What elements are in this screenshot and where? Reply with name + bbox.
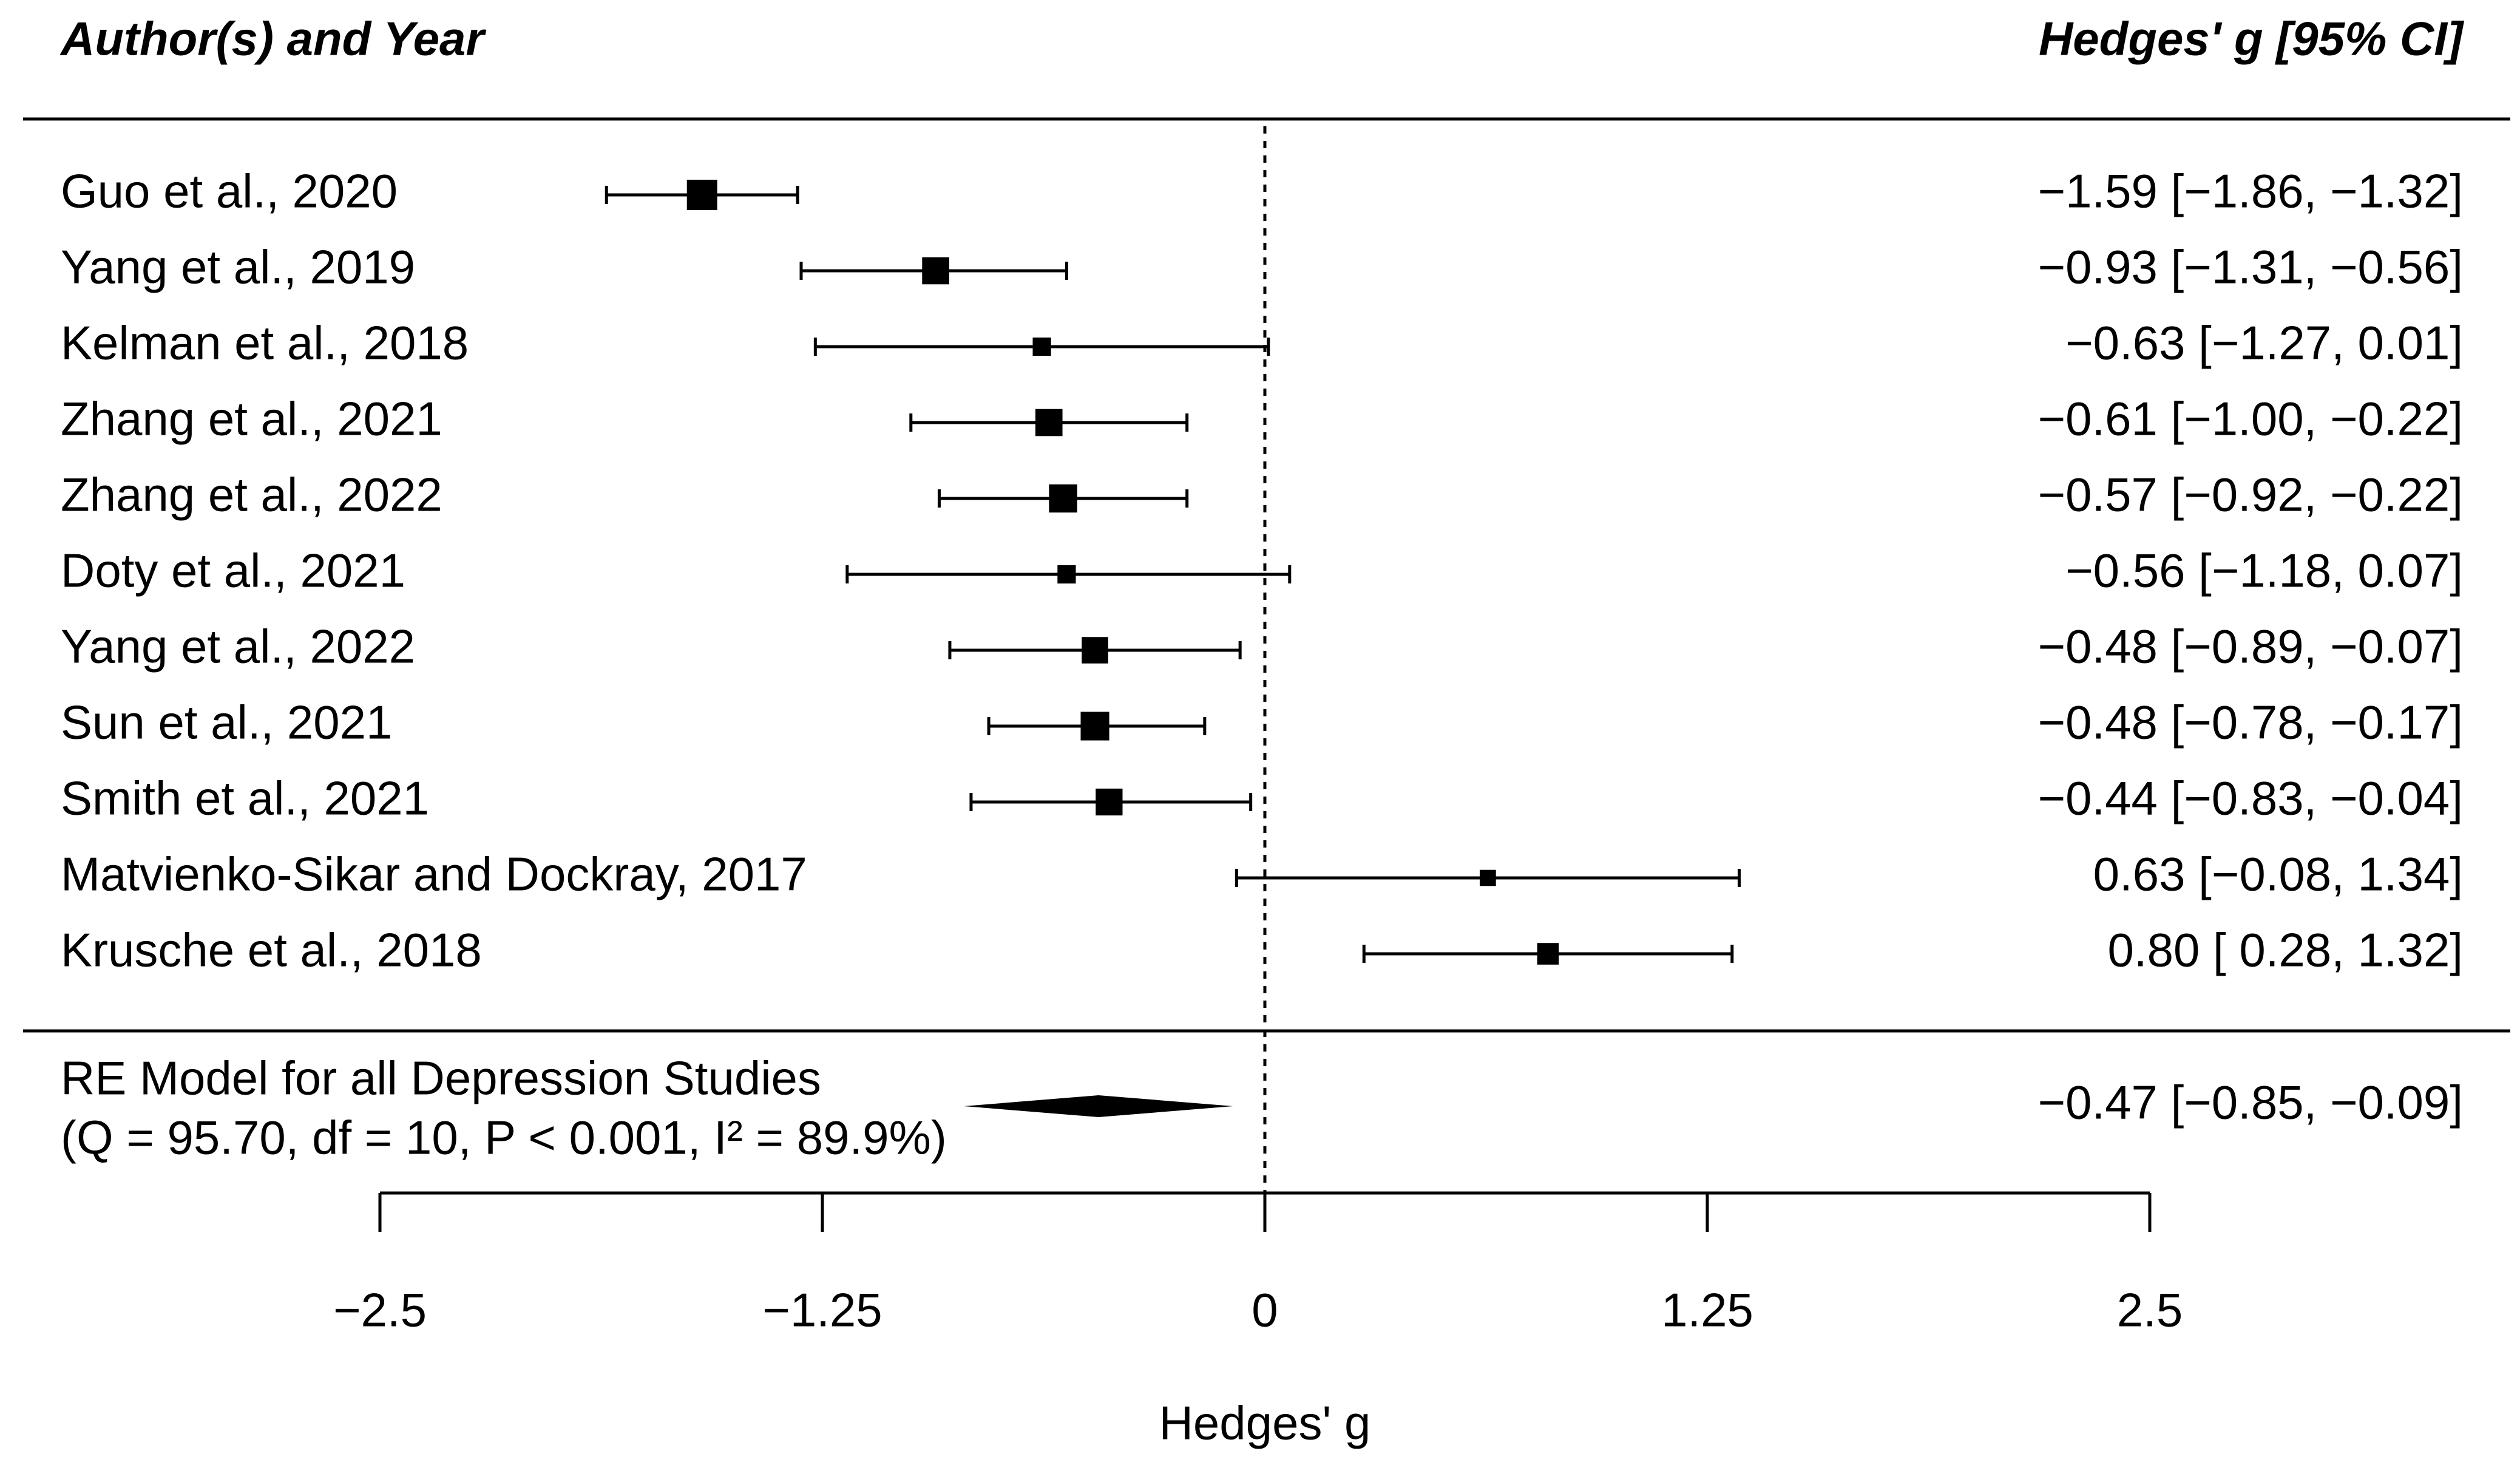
x-tick-label: −2.5: [333, 1283, 427, 1337]
study-label: Doty et al., 2021: [61, 544, 405, 597]
study-ci-text: −0.63 [−1.27, 0.01]: [2065, 316, 2463, 370]
study-ci-text: 0.63 [−0.08, 1.34]: [2093, 848, 2463, 901]
effect-square: [686, 180, 717, 210]
study-label: Zhang et al., 2021: [61, 392, 442, 446]
effect-square: [1480, 869, 1496, 886]
study-label: Zhang et al., 2022: [61, 468, 442, 522]
effect-square: [922, 257, 949, 285]
study-ci-text: −0.93 [−1.31, −0.56]: [2038, 240, 2463, 294]
effect-square: [1049, 484, 1077, 513]
study-label: Yang et al., 2019: [61, 240, 415, 294]
x-tick-label: −1.25: [762, 1283, 882, 1337]
study-ci-text: −0.44 [−0.83, −0.04]: [2038, 772, 2463, 825]
study-ci-text: −0.48 [−0.78, −0.17]: [2038, 696, 2463, 749]
study-ci-text: −0.57 [−0.92, −0.22]: [2038, 468, 2463, 522]
summary-ci-text: −0.47 [−0.85, −0.09]: [2038, 1076, 2463, 1129]
study-ci-text: −1.59 [−1.86, −1.32]: [2038, 165, 2463, 218]
summary-diamond: [964, 1095, 1233, 1117]
effect-square: [1537, 943, 1559, 965]
study-ci-text: −0.48 [−0.89, −0.07]: [2038, 620, 2463, 673]
study-ci-text: −0.56 [−1.18, 0.07]: [2065, 544, 2463, 597]
summary-label: RE Model for all Depression Studies: [61, 1052, 821, 1105]
study-label: Sun et al., 2021: [61, 696, 392, 749]
effect-square: [1032, 337, 1051, 356]
study-label: Krusche et al., 2018: [61, 923, 482, 977]
study-ci-text: −0.61 [−1.00, −0.22]: [2038, 392, 2463, 446]
right-header: Hedges' g [95% CI]: [2039, 12, 2465, 66]
study-label: Matvienko-Sikar and Dockray, 2017: [61, 848, 807, 901]
x-tick-label: 0: [1252, 1283, 1278, 1337]
effect-square: [1096, 788, 1123, 816]
summary-stats: (Q = 95.70, df = 10, P < 0.001, I² = 89.…: [61, 1111, 947, 1164]
study-ci-text: 0.80 [ 0.28, 1.32]: [2108, 923, 2463, 977]
x-tick-label: 1.25: [1661, 1283, 1753, 1337]
study-label: Guo et al., 2020: [61, 165, 398, 218]
x-axis-label: Hedges' g: [1159, 1396, 1371, 1450]
effect-square: [1080, 712, 1109, 741]
left-header: Author(s) and Year: [59, 12, 486, 66]
x-tick-label: 2.5: [2117, 1283, 2183, 1337]
effect-square: [1057, 565, 1076, 584]
study-label: Yang et al., 2022: [61, 620, 415, 673]
effect-square: [1082, 637, 1108, 664]
effect-square: [1035, 409, 1063, 437]
study-label: Kelman et al., 2018: [61, 316, 469, 370]
study-label: Smith et al., 2021: [61, 772, 429, 825]
